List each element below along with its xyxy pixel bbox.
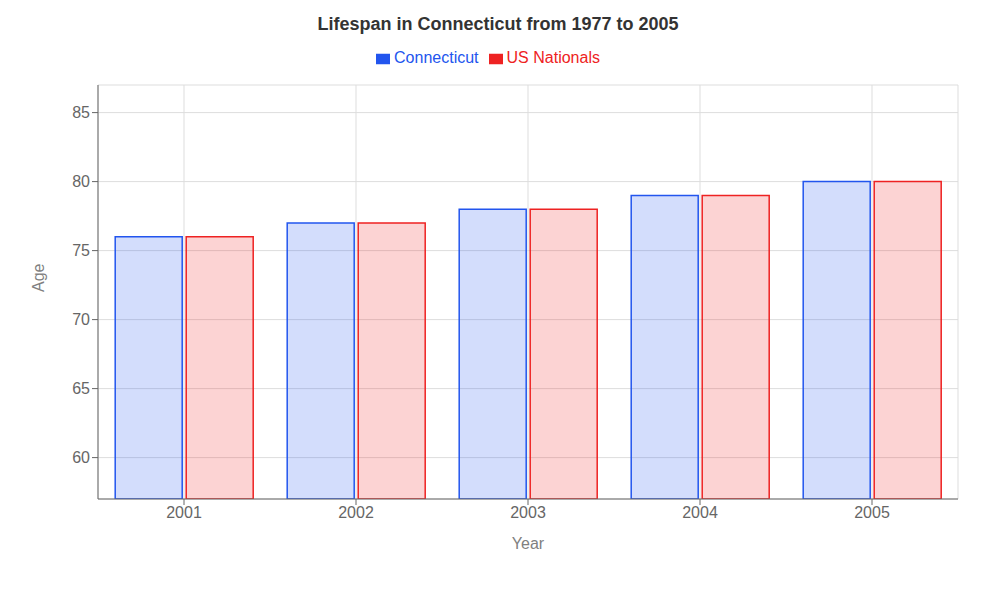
svg-text:85: 85 [72, 104, 90, 121]
svg-text:2004: 2004 [682, 504, 718, 521]
svg-text:65: 65 [72, 380, 90, 397]
svg-text:Age: Age [30, 263, 47, 292]
svg-text:2001: 2001 [166, 504, 202, 521]
svg-text:2003: 2003 [510, 504, 546, 521]
svg-text:60: 60 [72, 449, 90, 466]
html-text:Connecticut: Connecticut [394, 49, 479, 66]
html-text:Lifespan in Connecticut from 1: Lifespan in Connecticut from 1977 to 200… [317, 14, 679, 34]
svg-text:Year: Year [512, 535, 545, 552]
svg-text:80: 80 [72, 173, 90, 190]
html-text:US Nationals: US Nationals [506, 49, 600, 66]
svg-text:2005: 2005 [854, 504, 890, 521]
svg-text:2002: 2002 [338, 504, 374, 521]
svg-text:70: 70 [72, 311, 90, 328]
svg-text:75: 75 [72, 242, 90, 259]
